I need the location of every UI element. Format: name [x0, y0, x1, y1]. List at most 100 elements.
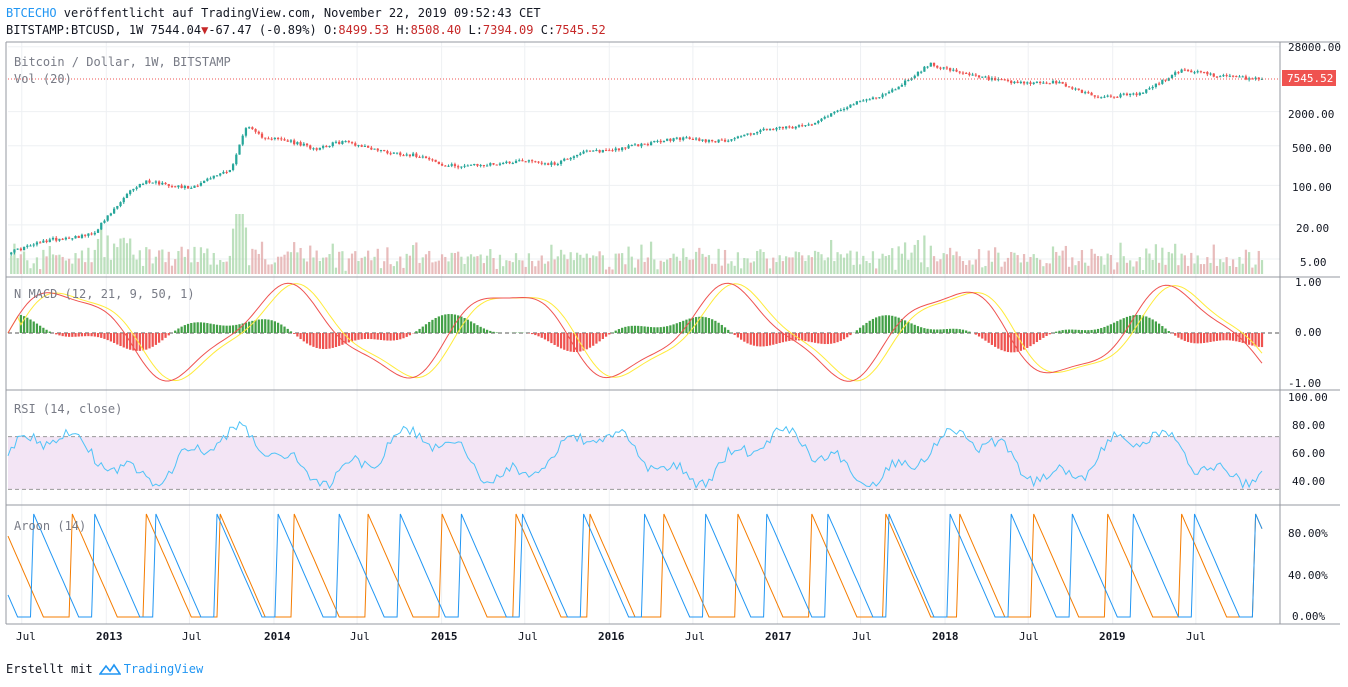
volume-bar	[768, 268, 772, 274]
candle	[958, 71, 961, 73]
candle	[662, 140, 666, 143]
candle	[67, 237, 71, 239]
source-link[interactable]: BTCECHO	[6, 6, 57, 20]
volume-bar	[666, 259, 669, 274]
candle	[347, 141, 350, 143]
candle	[826, 116, 830, 118]
macd-histogram-bar	[286, 328, 289, 333]
volume-bar	[810, 257, 813, 274]
footer: Erstellt mit TradingView	[6, 662, 203, 676]
volume-label: Vol (20)	[14, 72, 72, 86]
price-axis[interactable]: 28000.00 2000.00 500.00 100.00 20.00 5.0…	[1282, 41, 1341, 623]
time-axis[interactable]: Jul 2013 Jul 2014 Jul 2015 Jul 2016 Jul …	[16, 630, 1206, 643]
candle	[289, 140, 293, 142]
macd-histogram-bar	[58, 333, 61, 336]
volume-bar	[701, 253, 704, 274]
candle	[939, 67, 942, 69]
candle	[746, 133, 749, 135]
aroon-pane	[7, 513, 1263, 618]
candle	[440, 163, 444, 166]
volume-bar	[431, 262, 434, 274]
volume-bar	[251, 248, 254, 274]
macd-histogram-bar	[1145, 316, 1148, 333]
volume-bar	[1112, 269, 1116, 274]
candle	[669, 138, 672, 141]
volume-bar	[67, 258, 71, 274]
candle	[1077, 88, 1080, 90]
macd-histogram-bar	[328, 333, 331, 349]
macd-histogram-bar	[588, 333, 592, 348]
macd-histogram-bar	[373, 333, 376, 340]
macd-histogram-bar	[1215, 333, 1219, 341]
macd-histogram-bar	[457, 315, 460, 333]
high-label: H:	[396, 23, 411, 37]
candle	[444, 165, 447, 167]
volume-bar	[479, 254, 482, 274]
candle	[489, 163, 492, 166]
tradingview-link[interactable]: TradingView	[98, 662, 203, 676]
candle	[530, 160, 534, 162]
macd-histogram-bar	[463, 318, 466, 333]
volume-bar	[1228, 266, 1231, 274]
candle	[595, 150, 598, 152]
macd-histogram-bar	[222, 325, 225, 333]
candle	[302, 143, 305, 146]
volume-bar	[421, 257, 424, 274]
volume-bar	[495, 268, 498, 274]
candle	[730, 139, 733, 141]
candle	[482, 165, 485, 167]
candle	[1251, 78, 1254, 80]
candle	[283, 139, 286, 141]
candle	[235, 154, 238, 165]
macd-histogram-bar	[1164, 328, 1167, 333]
candle	[1135, 93, 1138, 96]
macd-histogram-bar	[1064, 329, 1067, 333]
volume-bar	[386, 247, 389, 274]
candle	[965, 72, 968, 74]
volume-bar	[93, 249, 96, 274]
volume-bar	[1212, 244, 1215, 274]
candle	[96, 229, 100, 233]
macd-histogram-bar	[1222, 333, 1225, 341]
macd-histogram-bar	[785, 333, 788, 342]
macd-histogram-bar	[768, 333, 772, 346]
macd-histogram-bar	[765, 333, 768, 347]
macd-histogram-bar	[659, 327, 662, 333]
volume-bar	[280, 256, 283, 274]
candle	[881, 94, 884, 98]
volume-bar	[820, 254, 823, 274]
time-tick: 2016	[598, 630, 625, 643]
volume-bar	[746, 258, 749, 274]
macd-histogram-bar	[164, 333, 167, 338]
candle	[325, 146, 328, 148]
candle	[392, 152, 395, 154]
volume-bar	[862, 255, 865, 274]
volume-bar	[1064, 245, 1067, 274]
time-tick: Jul	[852, 630, 872, 643]
candle	[103, 220, 106, 223]
candle	[1151, 86, 1154, 89]
volume-bar	[727, 263, 730, 274]
volume-bar	[1222, 262, 1225, 274]
volume-bar	[1055, 251, 1058, 274]
candle	[109, 213, 113, 216]
candle	[315, 148, 318, 150]
macd-histogram-bar	[585, 333, 588, 350]
volume-bar	[331, 243, 334, 274]
macd-histogram-bar	[994, 333, 997, 347]
candle	[447, 165, 450, 167]
macd-histogram-bar	[321, 333, 325, 350]
price-tick: 5.00	[1300, 256, 1327, 269]
candle	[572, 156, 576, 158]
macd-histogram-bar	[1199, 333, 1203, 344]
candle	[543, 163, 547, 165]
volume-bar	[830, 239, 833, 274]
volume-bar	[1141, 269, 1145, 274]
candle	[32, 244, 35, 246]
last-price-badge	[1282, 70, 1336, 86]
volume-bar	[714, 263, 717, 274]
volume-bar	[1132, 266, 1135, 274]
volume-bar	[711, 263, 714, 274]
volume-bar	[833, 261, 836, 274]
